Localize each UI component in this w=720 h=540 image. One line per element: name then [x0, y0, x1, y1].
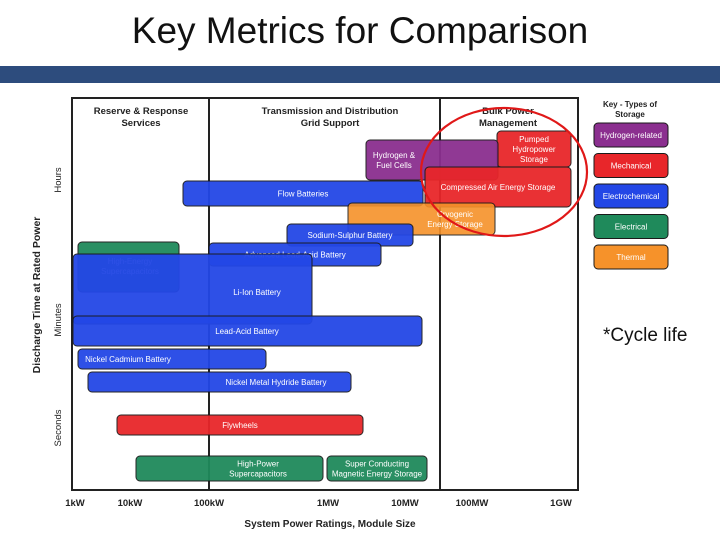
bar-label-li-ion-battery: Li-Ion Battery [233, 288, 281, 297]
bar-rect [326, 455, 428, 482]
bar-label-nickel-metal-hydride-battery: Nickel Metal Hydride Battery [226, 378, 327, 387]
bar-label-line: Lead-Acid Battery [215, 327, 279, 336]
bar-li-ion-battery: Li-Ion Battery [72, 253, 313, 325]
y-axis-label: Discharge Time at Rated Power [31, 217, 43, 374]
legend-item-electrochemical: Electrochemical [593, 183, 669, 209]
bar-rect [182, 180, 424, 207]
region-label-line: Management [479, 118, 538, 129]
region-label-line: Services [121, 118, 160, 129]
legend-item-thermal: Thermal [593, 244, 669, 270]
legend-item-hydrogen-related: Hydrogen-related [593, 122, 669, 148]
bar-label-line: Fuel Cells [376, 161, 412, 170]
x-tick-10kw: 10kW [118, 498, 143, 509]
bar-label-line: Cryogenic [437, 210, 473, 219]
bar-rect [116, 414, 364, 436]
region-label-line: Bulk Power [482, 106, 534, 117]
bar-rect [135, 455, 324, 482]
bar-label-line: Magnetic Energy Storage [332, 469, 423, 478]
legend-swatch [593, 183, 669, 209]
legend-title-line: Key - Types of [603, 100, 657, 109]
legend-swatch [593, 153, 669, 178]
x-tick-100kw: 100kW [194, 498, 224, 509]
x-axis-label: System Power Ratings, Module Size [244, 519, 416, 530]
bar-label-compressed-air-energy-storage: Compressed Air Energy Storage [441, 183, 556, 192]
bar-rect [424, 166, 572, 208]
bar-label-hydrogen-fuel-cells: Hydrogen &Fuel Cells [373, 151, 416, 170]
y-band-hours: Hours [53, 167, 64, 193]
bar-label-line: Nickel Cadmium Battery [85, 355, 171, 364]
legend-label: Hydrogen-related [600, 131, 662, 140]
bar-label-line: Hydrogen & [373, 151, 416, 160]
bar-label-sodium-sulphur-battery: Sodium-Sulphur Battery [308, 231, 393, 240]
legend-label: Thermal [616, 253, 646, 262]
bar-label-line: Storage [520, 155, 549, 164]
bar-rect [77, 348, 267, 370]
bar-label-line: Supercapacitors [229, 469, 287, 478]
bar-label-line: Pumped [519, 135, 549, 144]
bar-label-line: Super Conducting [345, 459, 409, 468]
region-label-line: Grid Support [301, 118, 360, 129]
bar-label-line: Sodium-Sulphur Battery [308, 231, 393, 240]
bulk-power-highlight-circle [419, 106, 589, 238]
legend-swatch [593, 214, 669, 239]
bar-label-line: Flow Batteries [278, 189, 329, 198]
x-tick-10mw: 10MW [391, 498, 418, 509]
legend-item-mechanical: Mechanical [593, 153, 669, 178]
bar-sodium-sulphur-battery: Sodium-Sulphur Battery [286, 223, 414, 247]
legend-item-electrical: Electrical [593, 214, 669, 239]
bar-nickel-cadmium-battery: Nickel Cadmium Battery [77, 348, 267, 370]
bar-rect [87, 371, 352, 393]
bar-flow-batteries: Flow Batteries [182, 180, 424, 207]
bar-label-line: Li-Ion Battery [233, 288, 281, 297]
bar-lead-acid-battery: Lead-Acid Battery [72, 315, 423, 347]
legend-swatch [593, 244, 669, 270]
bar-compressed-air-energy-storage: Compressed Air Energy Storage [424, 166, 572, 208]
legend-label: Electrochemical [603, 192, 660, 201]
legend-swatch [593, 122, 669, 148]
x-tick-1kw: 1kW [65, 498, 85, 509]
x-tick-1mw: 1MW [317, 498, 339, 509]
y-band-seconds: Seconds [53, 409, 64, 446]
legend-label: Mechanical [611, 162, 652, 171]
title-rule [0, 66, 720, 83]
bar-flywheels: Flywheels [116, 414, 364, 436]
bar-label-line: Hydropower [512, 145, 555, 154]
x-tick-100mw: 100MW [456, 498, 489, 509]
bar-label-line: Flywheels [222, 421, 258, 430]
bar-label-flow-batteries: Flow Batteries [278, 189, 329, 198]
y-band-minutes: Minutes [53, 303, 64, 337]
legend-label: Electrical [615, 223, 648, 232]
cycle-life-note: *Cycle life [603, 325, 688, 346]
region-label-line: Transmission and Distribution [262, 106, 399, 117]
bar-rect [72, 315, 423, 347]
slide-title: Key Metrics for Comparison [131, 10, 589, 51]
x-ticks: 1kW 10kW 100kW 1MW 10MW 100MW 1GW [65, 498, 572, 509]
bar-label-lead-acid-battery: Lead-Acid Battery [215, 327, 279, 336]
legend-title-line: Storage [615, 110, 645, 119]
bar-label-line: High-Power [237, 459, 279, 468]
bar-label-line: Compressed Air Energy Storage [441, 183, 556, 192]
x-tick-1gw: 1GW [550, 498, 572, 509]
bar-label-flywheels: Flywheels [222, 421, 258, 430]
bar-nickel-metal-hydride-battery: Nickel Metal Hydride Battery [87, 371, 352, 393]
bar-label-line: Nickel Metal Hydride Battery [226, 378, 327, 387]
y-bands: Hours Minutes Seconds [53, 167, 64, 446]
region-label-line: Reserve & Response [94, 106, 189, 117]
bar-label-nickel-cadmium-battery: Nickel Cadmium Battery [85, 355, 171, 364]
